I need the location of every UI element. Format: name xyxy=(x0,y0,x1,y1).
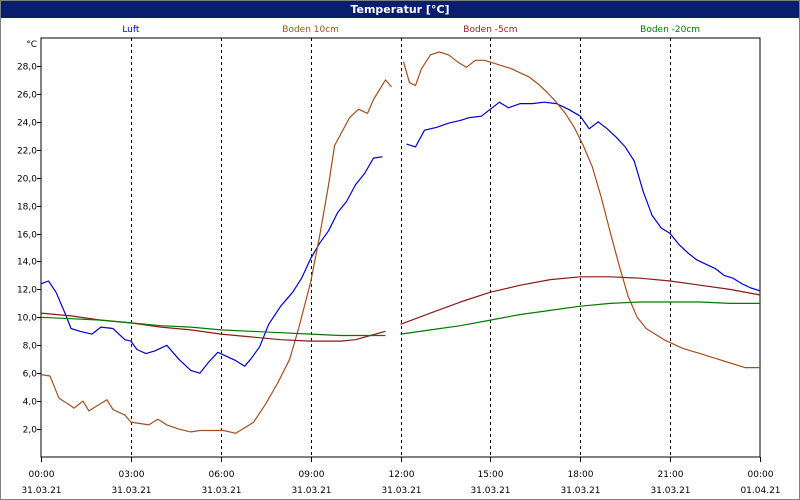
y-tick-label: 10,0 xyxy=(17,314,37,324)
y-tick-label: 28,0 xyxy=(17,63,37,73)
x-tick-time: 15:00 xyxy=(478,470,504,480)
series-line xyxy=(40,79,392,434)
y-tick-label: 26,0 xyxy=(17,91,37,101)
chart-title: Temperatur [°C] xyxy=(1,1,799,18)
y-tick-label: 4,0 xyxy=(23,398,38,408)
series-line xyxy=(40,316,386,337)
y-tick-label: 18,0 xyxy=(17,203,37,213)
legend-entry: Boden 10cm xyxy=(282,25,339,35)
legend-entry: Boden -20cm xyxy=(640,25,700,35)
y-tick-label: 14,0 xyxy=(17,258,37,268)
y-tick-label: 8,0 xyxy=(23,342,38,352)
series-line xyxy=(40,156,383,374)
x-tick-date: 31.03.21 xyxy=(201,486,241,496)
y-tick-label: 12,0 xyxy=(17,286,37,296)
x-tick-time: 00:00 xyxy=(748,470,774,480)
x-tick-time: 03:00 xyxy=(119,470,145,480)
x-tick-date: 31.03.21 xyxy=(291,486,331,496)
x-tick-time: 06:00 xyxy=(209,470,235,480)
series-line xyxy=(400,276,761,325)
y-axis-unit: °C xyxy=(26,40,37,50)
y-tick-label: 24,0 xyxy=(17,119,37,129)
legend-entry: Luft xyxy=(122,25,140,35)
legend-entry: Boden -5cm xyxy=(463,25,517,35)
x-tick-date: 31.03.21 xyxy=(381,486,421,496)
y-tick-label: 16,0 xyxy=(17,231,37,241)
series-line xyxy=(406,101,761,292)
plot-area xyxy=(40,37,761,458)
x-tick-date: 01.04.21 xyxy=(740,486,780,496)
x-tick-date: 31.03.21 xyxy=(111,486,151,496)
x-tick-date: 31.03.21 xyxy=(21,486,61,496)
x-tick-date: 31.03.21 xyxy=(560,486,600,496)
x-tick-time: 12:00 xyxy=(389,470,415,480)
x-tick-time: 09:00 xyxy=(299,470,325,480)
x-tick-time: 21:00 xyxy=(658,470,684,480)
series-line xyxy=(402,51,760,369)
x-tick-time: 00:00 xyxy=(29,470,55,480)
y-tick-label: 2,0 xyxy=(23,426,38,436)
x-tick-date: 31.03.21 xyxy=(650,486,690,496)
series-line xyxy=(400,301,760,335)
y-tick-label: 6,0 xyxy=(23,370,38,380)
x-tick-time: 18:00 xyxy=(568,470,594,480)
x-tick-date: 31.03.21 xyxy=(470,486,510,496)
y-tick-label: 20,0 xyxy=(17,175,37,185)
y-tick-label: 22,0 xyxy=(17,147,37,157)
